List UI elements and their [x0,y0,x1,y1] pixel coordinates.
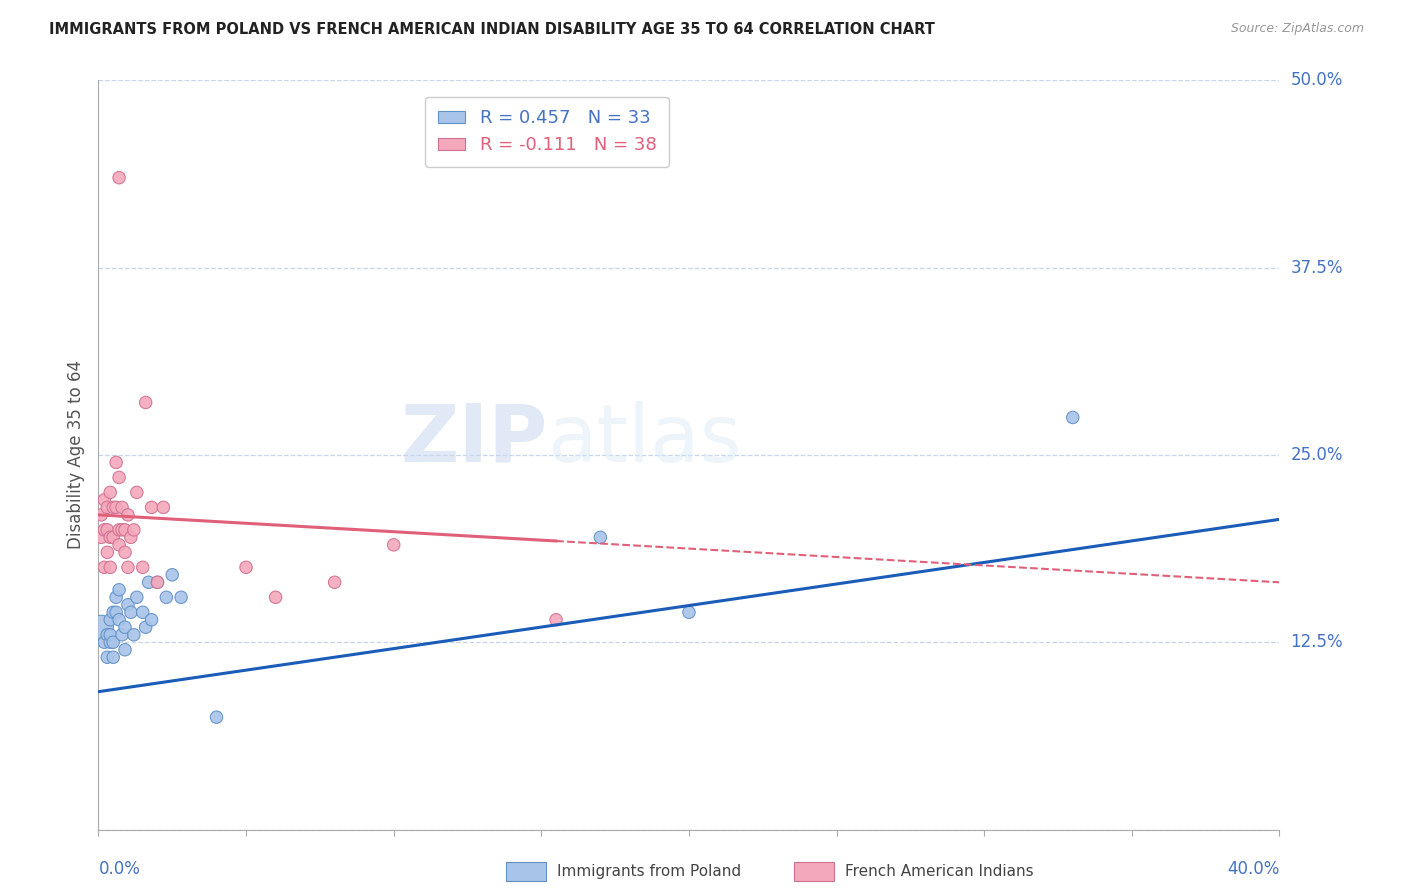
Point [98,635,121,649]
Text: 0.0%: 0.0% [98,860,141,878]
Point [103,500,125,515]
Point [125,591,148,605]
Point [93,635,115,649]
Point [132,560,155,574]
Point [589,530,612,544]
Point [141,500,163,515]
Point [103,650,125,665]
Point [122,523,145,537]
Text: ZIP: ZIP [399,401,547,479]
Point [205,710,228,724]
Point [108,613,131,627]
Point [108,470,131,484]
Point [98,485,121,500]
Text: 25.0%: 25.0% [1291,446,1343,464]
Point [105,591,128,605]
Text: IMMIGRANTS FROM POLAND VS FRENCH AMERICAN INDIAN DISABILITY AGE 35 TO 64 CORRELA: IMMIGRANTS FROM POLAND VS FRENCH AMERICA… [49,22,935,37]
Point [105,500,128,515]
Point [323,575,346,590]
Text: French American Indians: French American Indians [845,864,1033,879]
Legend: R = 0.457   N = 33, R = -0.111   N = 38: R = 0.457 N = 33, R = -0.111 N = 38 [426,97,669,167]
Point [235,560,257,574]
Point [146,575,169,590]
Point [678,605,700,619]
Point [120,530,142,544]
Point [117,560,139,574]
Point [98,613,121,627]
Point [117,508,139,522]
Point [103,635,125,649]
Point [98,530,121,544]
Text: Immigrants from Poland: Immigrants from Poland [557,864,741,879]
Point [114,642,136,657]
Point [111,628,134,642]
Point [152,500,174,515]
Point [108,538,131,552]
Point [111,523,134,537]
Point [114,545,136,559]
Point [546,613,568,627]
Y-axis label: Disability Age 35 to 64: Disability Age 35 to 64 [66,360,84,549]
Point [108,523,131,537]
Point [96,523,118,537]
Text: atlas: atlas [547,401,741,479]
Point [96,545,118,559]
Point [90,508,112,522]
Point [93,523,115,537]
Point [382,538,405,552]
Point [108,170,131,185]
Point [135,620,157,634]
Point [93,560,115,574]
Point [135,395,157,409]
Point [146,575,169,590]
Point [114,523,136,537]
Text: 37.5%: 37.5% [1291,259,1343,277]
Point [117,598,139,612]
Point [90,620,112,634]
Point [111,500,134,515]
Point [98,560,121,574]
Point [90,530,112,544]
Point [103,605,125,619]
Point [105,455,128,469]
Point [105,605,128,619]
Text: Source: ZipAtlas.com: Source: ZipAtlas.com [1230,22,1364,36]
Point [93,492,115,507]
Point [122,628,145,642]
Point [132,605,155,619]
Point [103,530,125,544]
Point [98,628,121,642]
Point [141,613,163,627]
Point [96,650,118,665]
Text: 50.0%: 50.0% [1291,71,1343,89]
Text: 12.5%: 12.5% [1291,633,1343,651]
Point [1062,410,1084,425]
Point [162,567,183,582]
Point [114,620,136,634]
Point [120,605,142,619]
Point [155,591,177,605]
Point [96,628,118,642]
Point [125,485,148,500]
Point [108,582,131,597]
Text: 40.0%: 40.0% [1227,860,1279,878]
Point [170,591,193,605]
Point [264,591,287,605]
Point [138,575,160,590]
Point [96,500,118,515]
